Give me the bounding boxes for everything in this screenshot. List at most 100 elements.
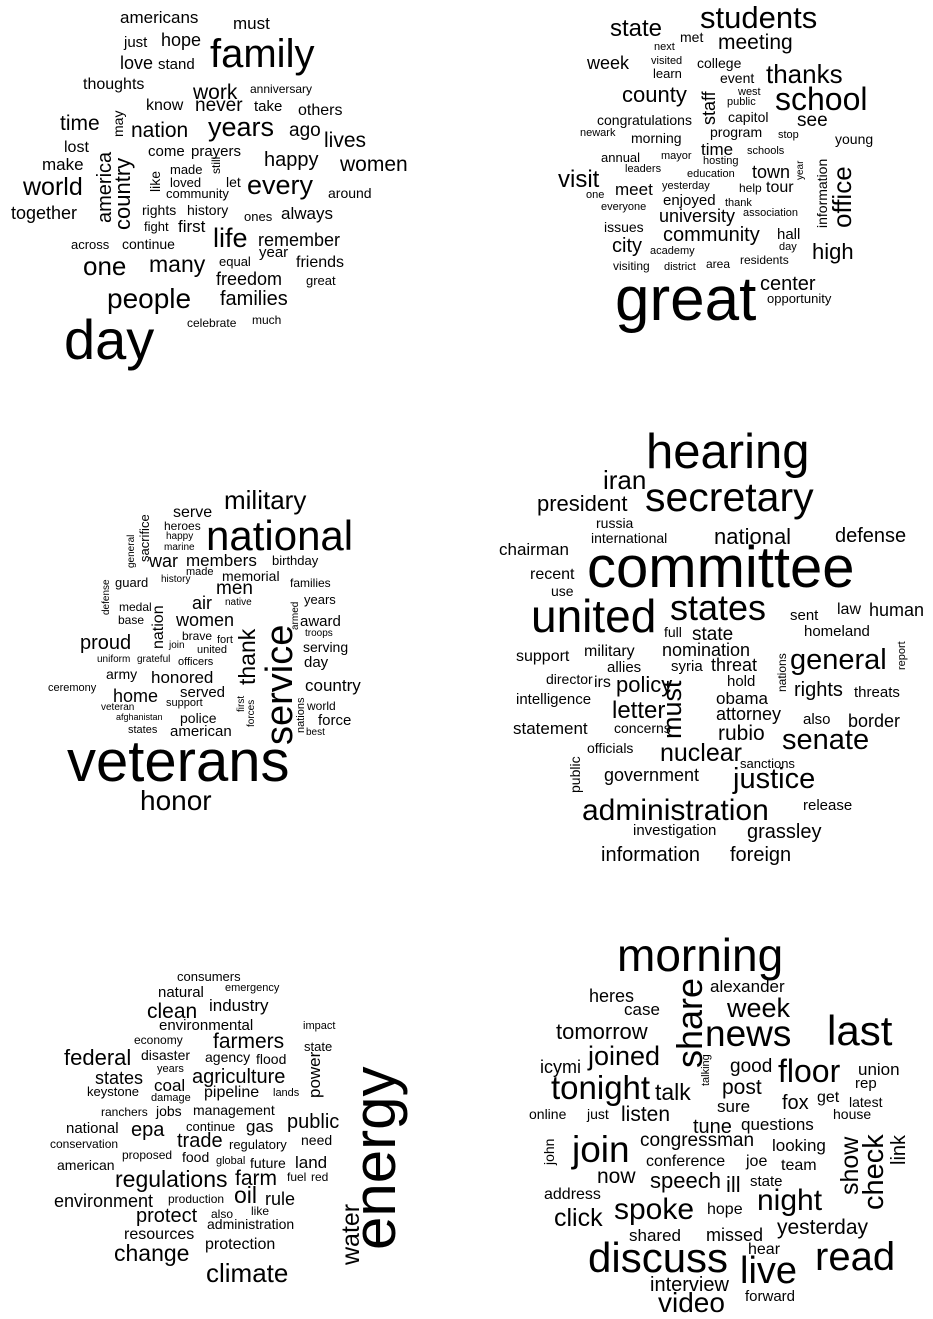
cloud-word: young — [835, 131, 874, 147]
cloud-word: also — [211, 1207, 234, 1221]
cloud-word: still — [209, 156, 223, 174]
cloud-word: heres — [589, 986, 635, 1006]
cloud-word: hall — [777, 226, 801, 243]
cloud-word: work — [193, 81, 238, 104]
cloud-word: sanctions — [740, 756, 795, 771]
cloud-word: fuel — [287, 1170, 307, 1184]
cloud-word: floor — [778, 1053, 841, 1089]
cloud-word: click — [554, 1204, 603, 1232]
cloud-word: association — [743, 207, 799, 219]
cloud-word: power — [305, 1051, 324, 1098]
cloud-word: service — [259, 624, 301, 745]
cloud-word: people — [107, 283, 192, 314]
cloud-word: environment — [54, 1191, 154, 1211]
cloud-word: morning — [631, 130, 682, 146]
cloud-word: families — [220, 288, 288, 310]
cloud-word: military — [584, 643, 635, 660]
cloud-word: visited — [651, 55, 683, 67]
cloud-word: national — [66, 1120, 119, 1137]
cloud-word: defense — [835, 525, 907, 547]
cloud-word: public — [287, 1111, 340, 1133]
cloud-word: meet — [615, 180, 653, 199]
cloud-word: stand — [158, 56, 195, 73]
cloud-word: john — [541, 1138, 557, 1165]
cloud-word: oil — [234, 1182, 258, 1208]
cloud-word: iran — [603, 465, 647, 495]
cloud-word: food — [182, 1149, 210, 1165]
cloud-word: office — [827, 166, 857, 228]
cloud-word: hearing — [646, 425, 810, 479]
cloud-word: interview — [650, 1274, 729, 1296]
cloud-word: met — [680, 29, 704, 45]
cloud-word: uniform — [97, 654, 131, 665]
cloud-word: capitol — [728, 109, 769, 125]
cloud-word: americans — [120, 8, 199, 27]
cloud-word: administration — [207, 1216, 295, 1232]
cloud-word: day — [779, 241, 797, 253]
cloud-word: week — [587, 53, 630, 73]
cloud-word: visiting — [613, 259, 650, 273]
cloud-word: states — [670, 587, 767, 628]
cloud-word: army — [106, 666, 138, 682]
cloud-word: syria — [671, 658, 703, 675]
cloud-word: nation — [131, 119, 189, 142]
cloud-word: protect — [136, 1205, 198, 1227]
cloud-word: join — [572, 1129, 630, 1170]
cloud-word: proud — [80, 632, 132, 654]
cloud-word: gas — [246, 1117, 274, 1136]
cloud-word: event — [720, 70, 755, 86]
cloud-word: night — [757, 1184, 823, 1217]
cloud-word: staff — [699, 91, 719, 125]
cloud-word: opportunity — [767, 291, 832, 306]
cloud-word: made — [170, 162, 203, 177]
cloud-word: state — [610, 15, 663, 42]
cloud-word: serving — [303, 639, 349, 655]
cloud-word: protection — [205, 1236, 276, 1253]
cloud-word: conservation — [50, 1137, 119, 1151]
cloud-word: officers — [178, 656, 214, 668]
cloud-word: heroes — [164, 519, 201, 533]
cloud-word: yesterday — [662, 180, 710, 192]
cloud-word: years — [208, 112, 275, 142]
cloud-word: full — [664, 624, 682, 640]
cloud-word: speech — [650, 1168, 721, 1193]
cloud-word: house — [833, 1106, 872, 1122]
cloud-word: ceremony — [48, 682, 97, 694]
cloud-word: college — [697, 55, 742, 71]
cloud-word: much — [252, 313, 282, 327]
cloud-word: administration — [582, 794, 769, 827]
cloud-word: future — [250, 1155, 286, 1171]
cloud-word: general — [126, 534, 137, 568]
cloud-word: make — [42, 155, 84, 174]
cloud-word: state — [750, 1173, 783, 1190]
cloud-word: love — [120, 53, 154, 73]
cloud-word: environmental — [159, 1017, 254, 1034]
cloud-word: air — [192, 593, 213, 613]
cloud-word: discuss — [588, 1234, 729, 1281]
cloud-word: news — [705, 1013, 792, 1054]
cloud-word: management — [193, 1102, 275, 1118]
cloud-word: post — [722, 1076, 762, 1099]
cloud-word: epa — [131, 1119, 165, 1141]
cloud-word: hope — [161, 30, 202, 50]
cloud-word: learn — [653, 66, 682, 81]
cloud-word: listen — [621, 1103, 671, 1126]
cloud-word: residents — [740, 253, 789, 267]
cloud-word: congressman — [640, 1130, 755, 1151]
cloud-word: release — [803, 797, 853, 814]
cloud-word: great — [615, 265, 757, 334]
cloud-word: policy — [616, 672, 673, 697]
cloud-word: online — [529, 1106, 567, 1122]
cloud-word: yesterday — [777, 1216, 869, 1239]
cloud-word: county — [622, 82, 687, 107]
cloud-word: time — [60, 112, 100, 135]
cloud-word: education — [687, 168, 735, 180]
cloud-word: lost — [64, 139, 89, 156]
cloud-word: good — [730, 1056, 773, 1077]
cloud-word: director — [546, 671, 593, 687]
cloud-word: afghanistan — [116, 712, 163, 722]
cloud-word: brave — [182, 629, 213, 643]
cloud-word: questions — [741, 1115, 814, 1134]
cloud-word: red — [311, 1170, 329, 1184]
cloud-word: information — [601, 844, 700, 866]
